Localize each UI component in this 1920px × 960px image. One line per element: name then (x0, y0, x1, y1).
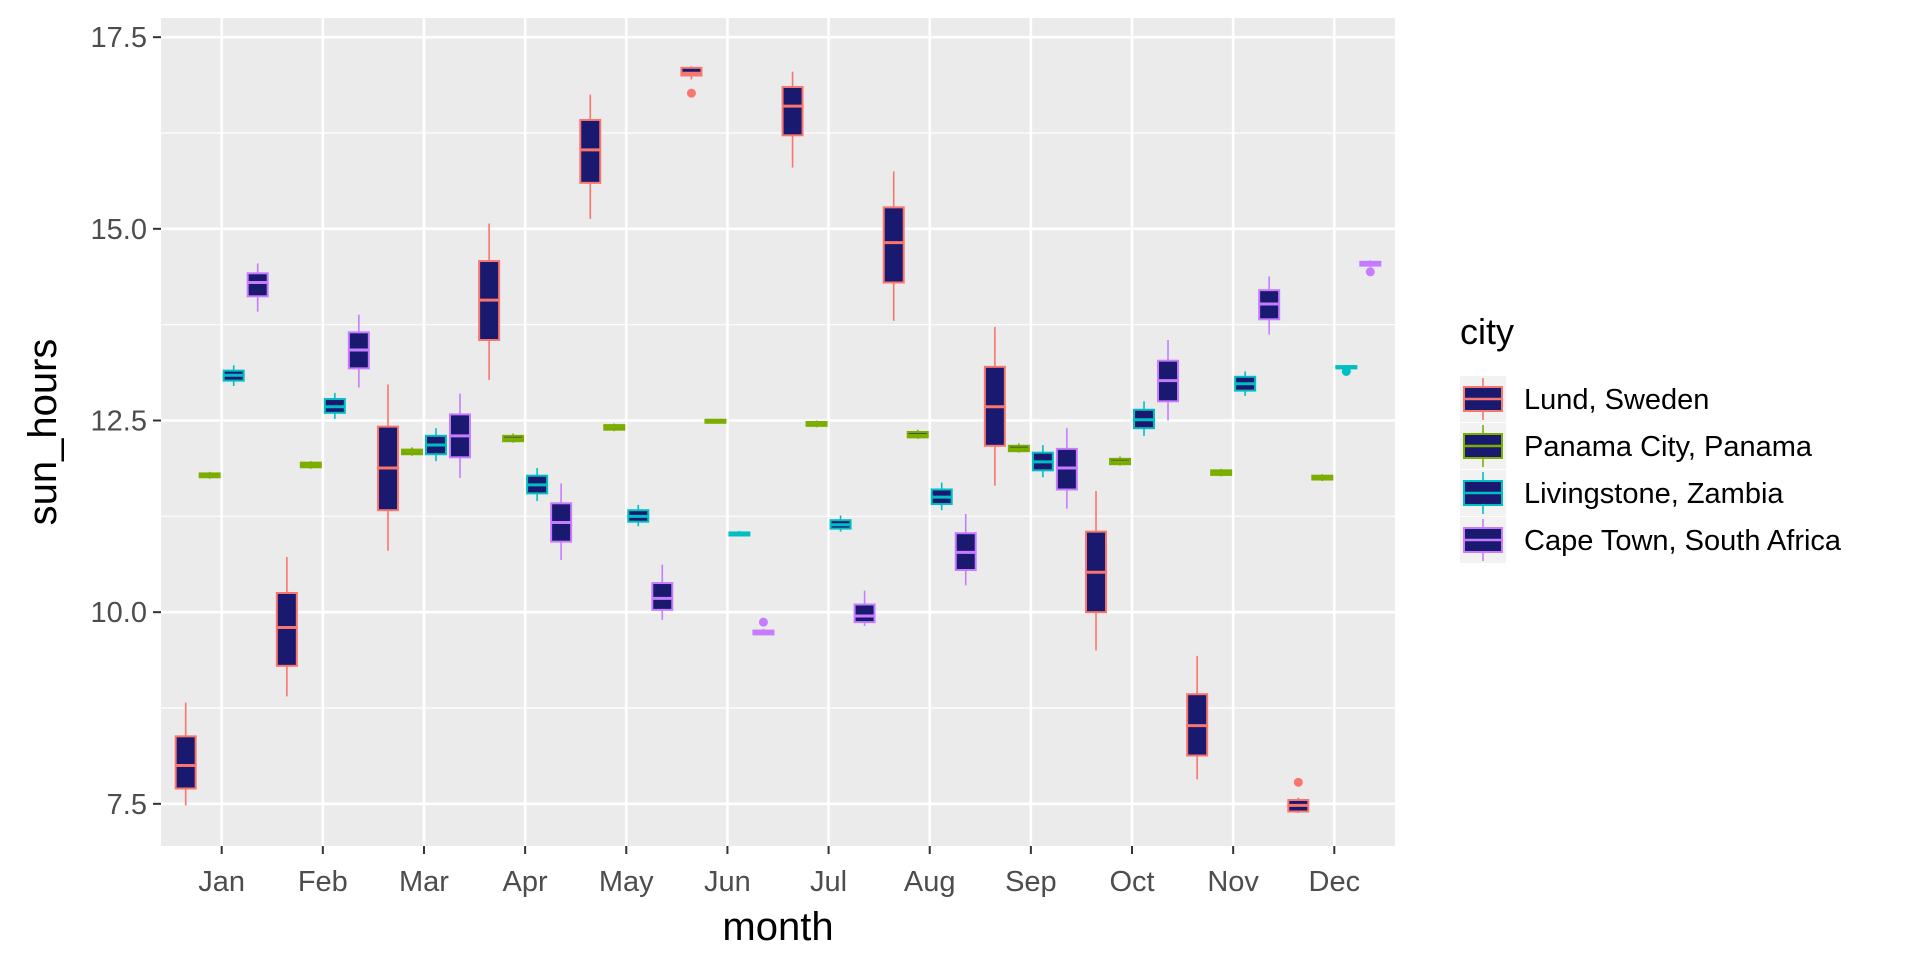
box-body (246, 272, 269, 298)
legend-label: Livingstone, Zambia (1524, 478, 1784, 510)
legend-label: Cape Town, South Africa (1524, 525, 1842, 557)
y-tick-label: 12.5 (91, 406, 147, 438)
plot-panel (161, 18, 1395, 846)
box-outlier (1365, 267, 1375, 277)
box-body (174, 735, 197, 790)
series-group (198, 418, 1334, 482)
x-tick-label: Feb (298, 866, 348, 898)
y-tick-label: 17.5 (91, 22, 147, 54)
box-body (781, 86, 804, 137)
x-tick-label: Mar (399, 866, 449, 898)
legend-item: Lund, Sweden (1460, 376, 1709, 422)
box-body (882, 206, 905, 284)
grid-lines (161, 18, 1395, 846)
x-tick-label: Jun (704, 866, 751, 898)
box-outlier (758, 617, 768, 627)
legend: city Lund, Sweden Panama City, Panama Livi… (1460, 311, 1842, 563)
x-axis-title: month (722, 905, 833, 949)
box-outlier (686, 88, 696, 98)
x-tick-label: Jul (810, 866, 847, 898)
x-tick-label: Aug (904, 866, 956, 898)
y-axis-title: sun_hours (21, 339, 65, 526)
legend-item: Cape Town, South Africa (1460, 517, 1842, 563)
box-layer (174, 66, 1382, 814)
x-tick-label: Dec (1309, 866, 1361, 898)
box-body (680, 66, 703, 77)
box-body (651, 582, 674, 611)
y-tick-label: 10.0 (91, 597, 147, 629)
box-outlier (1293, 777, 1303, 787)
x-tick-label: Jan (198, 866, 245, 898)
y-tick-label: 15.0 (91, 214, 147, 246)
legend-item: Panama City, Panama (1460, 423, 1813, 469)
box-outlier (1341, 366, 1351, 376)
legend-item: Livingstone, Zambia (1460, 470, 1784, 516)
legend-title: city (1460, 311, 1514, 352)
x-tick-label: Sep (1005, 866, 1057, 898)
axes: 7.5 10.0 12.5 15.0 17.5 Jan Feb Mar Apr May Jun Jul… (91, 22, 1361, 898)
x-tick-label: Apr (503, 866, 548, 898)
series-group (246, 260, 1382, 636)
box-body (579, 118, 602, 184)
x-tick-label: Oct (1109, 866, 1154, 898)
x-tick-label: May (599, 866, 654, 898)
box-body (275, 592, 298, 667)
legend-label: Panama City, Panama (1524, 431, 1813, 463)
box-body (853, 603, 876, 624)
series-group (174, 66, 1310, 814)
x-tick-label: Nov (1207, 866, 1259, 898)
series-group (222, 365, 1358, 537)
y-tick-label: 7.5 (107, 789, 147, 821)
legend-items: Lund, Sweden Panama City, Panama Livingsto… (1460, 376, 1842, 563)
legend-label: Lund, Sweden (1524, 384, 1709, 416)
